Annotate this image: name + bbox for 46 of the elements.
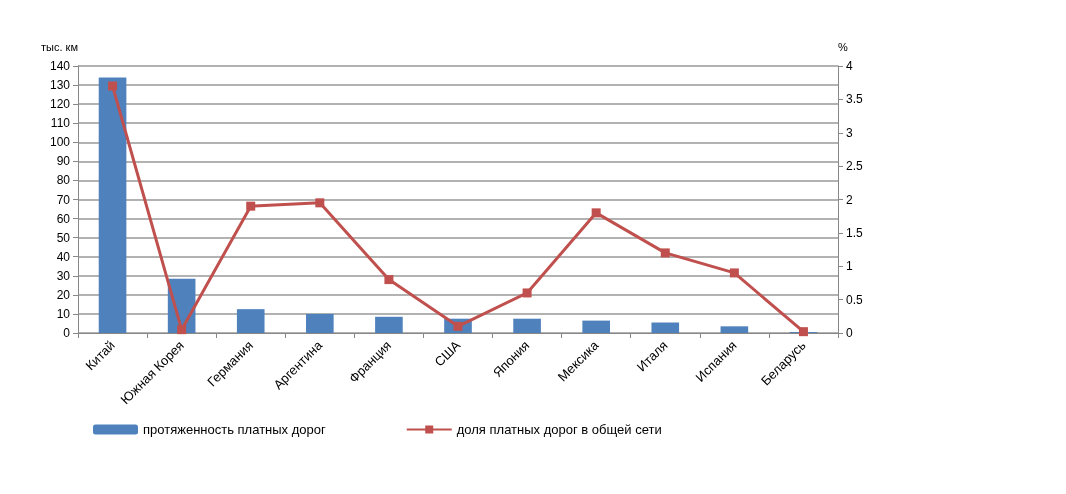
point [177,325,187,335]
y2-tick-label: 1 [846,259,853,274]
bar [720,326,749,333]
y2-tick-label: 2 [846,192,853,207]
y-tick-label: 90 [56,154,71,169]
y2-tick-label: 3.5 [846,92,864,107]
y2-tick-label: 4 [846,59,853,73]
bar [98,77,127,333]
bar [651,322,680,333]
bar [236,309,265,333]
point [591,208,601,218]
y-axis-title: тыс. км [41,40,78,53]
bar [306,313,334,333]
y-tick-label: 110 [50,116,71,131]
y-tick-label: 10 [56,306,71,321]
y-tick-label: 30 [56,268,71,283]
y-tick-label: 80 [56,173,71,188]
y-tick-label: 40 [56,249,71,264]
point [729,268,739,278]
y-tick-label: 50 [56,230,71,245]
bar [375,316,403,333]
y-tick-label: 60 [56,211,71,226]
y-tick-label: 120 [49,97,71,112]
bar [582,320,610,333]
legend-label: доля платных дорог в общей сети [456,422,662,437]
y2-tick-label: 0.5 [846,292,864,307]
point [246,201,256,211]
y-tick-label: 100 [49,135,71,150]
y-tick-label: 20 [56,287,71,302]
point [798,327,808,337]
y-tick-label: 140 [49,59,71,73]
legend-label: протяженность платных дорог [143,422,326,437]
point [108,81,118,91]
y-tick-label: 70 [56,192,71,207]
y-tick-label: 130 [49,78,71,93]
point [522,288,532,298]
y2-tick-label: 3 [846,125,853,140]
point [660,248,670,258]
y2-tick-label: 1.5 [846,225,864,240]
bar [513,318,541,333]
point [315,198,325,208]
y2-tick-label: 2.5 [846,159,864,174]
point [384,275,394,285]
y2-tick-label: 0 [846,326,853,340]
y-tick-label: 0 [63,326,71,340]
y2-axis-title: % [838,40,848,53]
